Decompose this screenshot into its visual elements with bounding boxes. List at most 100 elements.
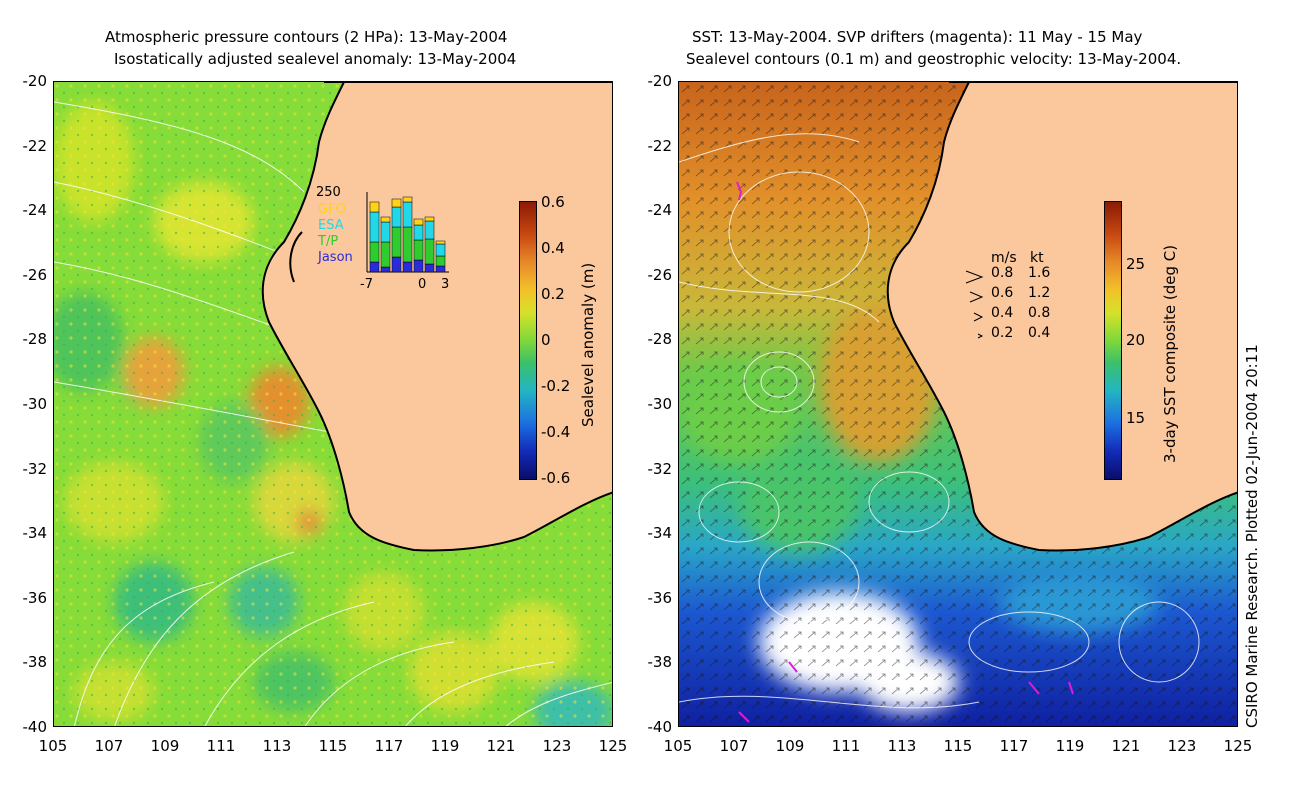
inset-bar-segment (380, 266, 391, 273)
inset-bar-segment (391, 206, 402, 228)
right-lon-tick: 123 (1167, 737, 1197, 755)
sealevel-colorbar (519, 201, 537, 480)
inset-bar-segment (435, 255, 446, 267)
right-lon-tick: 121 (1111, 737, 1141, 755)
left-lon-tick: 113 (262, 737, 292, 755)
right-lon-tick: 105 (663, 737, 693, 755)
sst-colorbar-label: 3-day SST composite (deg C) (1161, 244, 1179, 463)
left-lon-tick: 119 (430, 737, 460, 755)
sealevel-anomaly-map (54, 82, 612, 726)
left-map-panel (53, 81, 613, 727)
inset-bar-segment (424, 238, 435, 265)
right-lon-tick: 109 (775, 737, 805, 755)
right-lat-tick: -24 (647, 201, 673, 220)
right-lon-tick: 117 (999, 737, 1029, 755)
inset-bar-segment (369, 241, 380, 263)
inset-bar-segment (369, 211, 380, 243)
right-lat-tick: -26 (647, 265, 673, 284)
colorbar-tick: -0.6 (541, 469, 571, 487)
left-lon-tick: 117 (374, 737, 404, 755)
left-lat-tick: -20 (22, 72, 48, 90)
colorbar-tick: -0.2 (541, 377, 571, 395)
right-lat-tick: -28 (647, 330, 673, 349)
left-lat-tick: -28 (22, 330, 48, 349)
right-lon-tick: 115 (943, 737, 973, 755)
inset-bar-segment (435, 265, 446, 273)
right-lon-tick: 113 (887, 737, 917, 755)
right-lon-tick: 125 (1223, 737, 1253, 755)
left-lat-tick: -22 (22, 136, 48, 155)
inset-x-tick-2: 3 (441, 277, 450, 292)
left-lon-tick: 107 (94, 737, 124, 755)
left-lon-tick: 121 (486, 737, 516, 755)
right-lat-tick: -38 (647, 653, 673, 672)
inset-x-tick-1: 0 (418, 277, 427, 292)
inset-legend-esa: ESA (318, 218, 344, 233)
inset-bar-segment (369, 201, 380, 213)
left-lon-tick: 123 (542, 737, 572, 755)
right-lon-tick: 107 (719, 737, 749, 755)
colorbar-tick: 0.2 (541, 285, 565, 303)
colorbar-tick: 0 (541, 331, 551, 349)
left-lat-tick: -26 (22, 265, 48, 284)
inset-bar-segment (380, 216, 391, 223)
left-lat-tick: -38 (22, 653, 48, 672)
velocity-legend-header-kt: kt (1030, 250, 1044, 266)
inset-bar-segment (435, 240, 446, 245)
right-map-panel (678, 81, 1238, 727)
left-lon-tick: 111 (206, 737, 236, 755)
right-lat-tick: -22 (647, 136, 673, 155)
inset-bar-segment (413, 259, 424, 273)
right-lat-tick: -34 (647, 524, 673, 543)
sealevel-colorbar-label: Sealevel anomaly (m) (579, 262, 597, 427)
mission-histogram-inset (366, 192, 449, 273)
inset-bar-segment (413, 218, 424, 226)
velocity-legend-kt: 1.6 (1028, 265, 1051, 281)
inset-bar-segment (380, 221, 391, 243)
left-lat-tick: -24 (22, 201, 48, 220)
left-lat-tick: -30 (22, 395, 48, 413)
inset-bar-segment (402, 196, 413, 203)
inset-legend-gfo: GFO (318, 202, 346, 217)
colorbar-tick: 0.6 (541, 193, 565, 211)
inset-bar-segment (402, 226, 413, 263)
right-title-line2: Sealevel contours (0.1 m) and geostrophi… (686, 50, 1182, 68)
inset-bar-segment (380, 241, 391, 268)
velocity-legend-kt: 1.2 (1028, 285, 1051, 301)
velocity-legend-ms: 0.6 (991, 285, 1014, 301)
velocity-legend-kt: 0.8 (1028, 305, 1051, 321)
right-lat-tick: -20 (647, 72, 673, 90)
left-title-line2: Isostatically adjusted sealevel anomaly:… (114, 50, 517, 68)
colorbar-tick: -0.4 (541, 423, 571, 441)
left-lat-tick: -40 (22, 718, 48, 736)
sst-map (679, 82, 1237, 726)
velocity-legend-row: 0.8 1.6 0.6 1.2 0.4 0.8 0.2 0.4 (960, 265, 1080, 345)
inset-bar-segment (391, 226, 402, 258)
right-lat-tick: -32 (647, 459, 673, 478)
left-title-line1: Atmospheric pressure contours (2 HPa): 1… (105, 28, 508, 46)
sst-colorbar (1104, 201, 1122, 480)
australia-land (886, 82, 1237, 552)
colorbar-tick: 25 (1126, 255, 1146, 273)
left-lat-tick: -34 (22, 524, 48, 543)
svp-drifter-tracks (736, 181, 1074, 723)
left-lon-tick: 115 (318, 737, 348, 755)
inset-bar-segment (413, 239, 424, 261)
right-title-line1: SST: 13-May-2004. SVP drifters (magenta)… (692, 28, 1143, 46)
inset-bar-segment (391, 198, 402, 208)
colorbar-tick: 0.4 (541, 239, 565, 257)
inset-bar-segment (391, 256, 402, 273)
inset-legend-jason: Jason (318, 250, 353, 265)
shelf-break-line (289, 231, 303, 283)
left-lat-tick: -32 (22, 459, 48, 478)
colorbar-tick: 15 (1126, 409, 1146, 427)
left-lon-tick: 109 (150, 737, 180, 755)
velocity-legend-kt: 0.4 (1028, 325, 1051, 341)
velocity-legend-ms: 0.2 (991, 325, 1014, 341)
right-lon-tick: 111 (831, 737, 861, 755)
right-lon-tick: 119 (1055, 737, 1085, 755)
right-lat-tick: -36 (647, 588, 673, 607)
inset-bar-segment (435, 243, 446, 257)
inset-bar-segment (424, 263, 435, 273)
inset-x-tick-0: -7 (360, 277, 373, 292)
